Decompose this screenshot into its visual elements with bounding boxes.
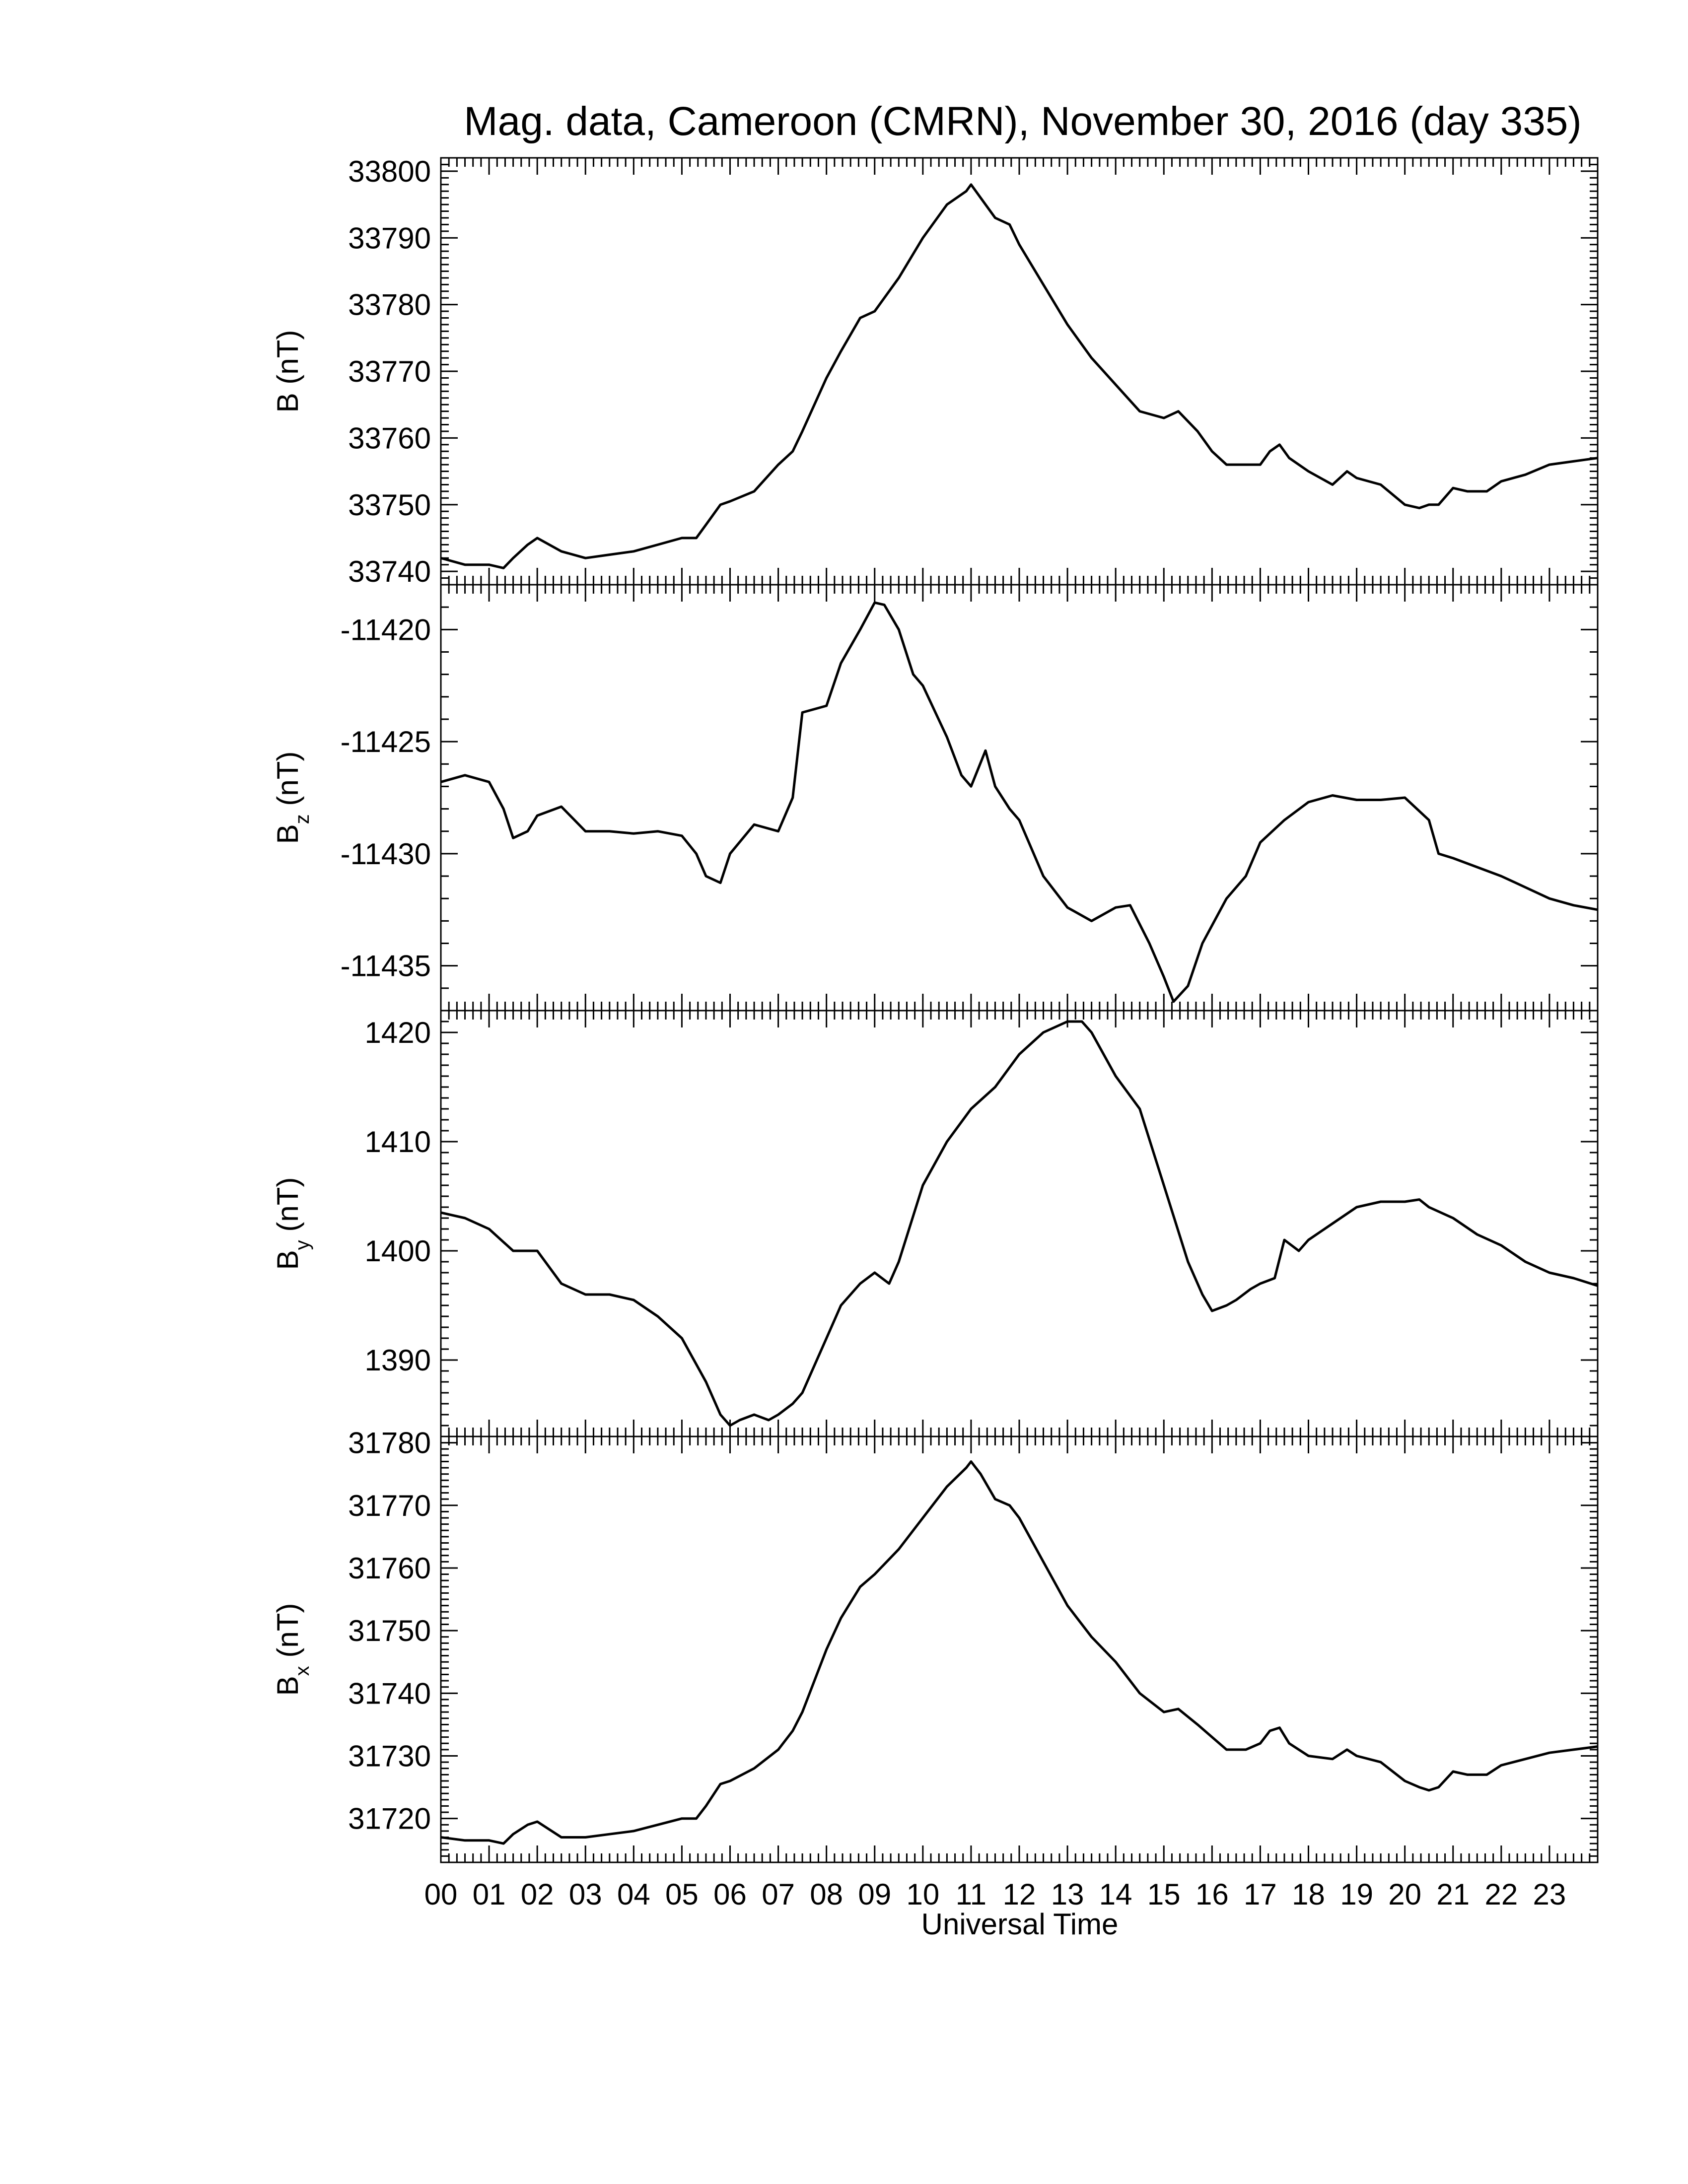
x-tick-label: 14	[1099, 1878, 1132, 1911]
y-tick-label: 31750	[348, 1614, 431, 1647]
series-line-panel-3	[440, 1460, 1598, 1845]
panel-frame	[440, 1010, 1599, 1437]
panel-3: 31720 31730 31740 31750 31760 31770 31780 Bx (n…	[271, 1427, 1599, 1863]
chart-title: Mag. data, Cameroon (CMRN), November 30,…	[464, 99, 1581, 144]
panels-layer: 33740 33750 33760 33770 33780 33790 33800 B (nT…	[271, 155, 1599, 1911]
y-tick-label: 1420	[365, 1016, 431, 1049]
panel-0: 33740 33750 33760 33770 33780 33790 33800 B (nT…	[271, 155, 1599, 588]
y-tick-label: -11430	[341, 837, 431, 871]
x-axis-title: Universal Time	[921, 1908, 1119, 1941]
y-tick-label: 33790	[348, 221, 431, 255]
y-tick-label: 33780	[348, 288, 431, 322]
x-tick-label: 17	[1244, 1878, 1277, 1911]
x-tick-label: 08	[810, 1878, 843, 1911]
x-tick-label: 02	[521, 1878, 554, 1911]
x-tick-label: 10	[906, 1878, 939, 1911]
y-tick-label: 31720	[348, 1802, 431, 1836]
panel-frame	[440, 1435, 1599, 1863]
y-tick-label: 33740	[348, 555, 431, 588]
y-tick-label: 1400	[365, 1234, 431, 1268]
y-tick-label: 31760	[348, 1552, 431, 1585]
x-tick-label: 07	[762, 1878, 795, 1911]
x-tick-label: 12	[1003, 1878, 1036, 1911]
series-line-panel-1	[440, 601, 1598, 1003]
y-tick-label: 31730	[348, 1740, 431, 1773]
y-tick-label: -11420	[341, 613, 431, 646]
y-tick-label: 1390	[365, 1344, 431, 1377]
x-tick-label: 04	[617, 1878, 650, 1911]
x-tick-label: 09	[858, 1878, 891, 1911]
x-tick-label: 22	[1484, 1878, 1518, 1911]
y-tick-label: 31780	[348, 1427, 431, 1460]
x-tick-label: 11	[956, 1878, 986, 1911]
y-axis-title: Bx (nT)	[271, 1603, 313, 1696]
x-tick-label: 06	[713, 1878, 747, 1911]
panel-2: 1390 1400 1410 1420 By (nT)	[271, 1010, 1599, 1437]
y-tick-label: 33770	[348, 355, 431, 388]
x-tick-label: 15	[1147, 1878, 1181, 1911]
x-tick-label: 20	[1388, 1878, 1421, 1911]
y-tick-label: 31770	[348, 1489, 431, 1522]
x-tick-label: 16	[1196, 1878, 1229, 1911]
y-tick-label: -11435	[341, 950, 431, 983]
x-tick-label: 13	[1051, 1878, 1084, 1911]
y-tick-label: 33750	[348, 488, 431, 522]
x-tick-label: 18	[1292, 1878, 1325, 1911]
y-tick-label: 33800	[348, 155, 431, 188]
y-tick-label: -11425	[341, 725, 431, 758]
panel-frame	[440, 157, 1599, 586]
x-tick-label: 21	[1436, 1878, 1470, 1911]
y-tick-label: 33760	[348, 421, 431, 455]
series-line-panel-2	[440, 1020, 1598, 1427]
series-line-panel-0	[440, 183, 1598, 569]
x-tick-label: 19	[1340, 1878, 1373, 1911]
y-tick-label: 1410	[365, 1125, 431, 1159]
y-tick-label: 31740	[348, 1677, 431, 1710]
x-tick-label: 03	[569, 1878, 602, 1911]
x-tick-label: 05	[665, 1878, 699, 1911]
x-tick-label: 01	[473, 1878, 506, 1911]
x-tick-label: 23	[1533, 1878, 1566, 1911]
y-axis-title: By (nT)	[271, 1177, 313, 1270]
y-axis-title: Bz (nT)	[271, 751, 313, 844]
panel-frame	[440, 584, 1599, 1012]
y-axis-title: B (nT)	[271, 330, 304, 413]
panel-1: -11420 -11425 -11430 -11435 Bz (nT)	[271, 584, 1599, 1012]
x-tick-label: 00	[424, 1878, 458, 1911]
